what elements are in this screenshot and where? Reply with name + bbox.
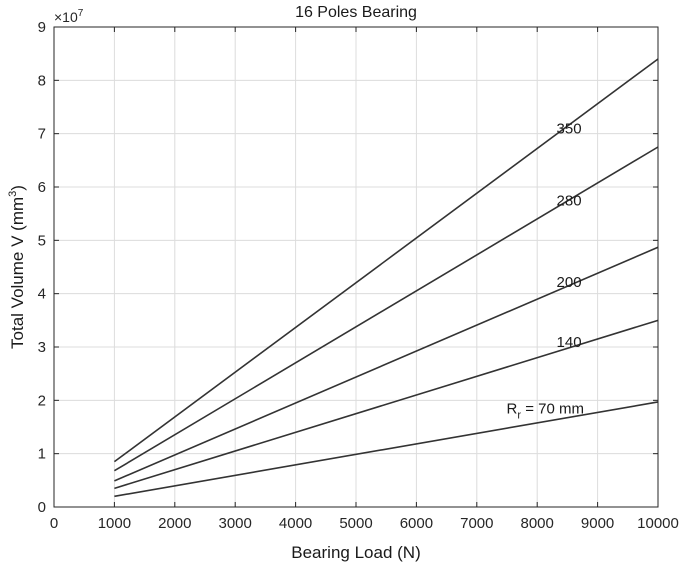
x-tick-label: 10000 (637, 515, 679, 532)
series-label: 140 (557, 334, 582, 351)
series-label-sub: r (517, 409, 521, 421)
y-tick-label: 7 (38, 126, 46, 143)
x-tick-label: 4000 (279, 515, 312, 532)
y-tick-label: 3 (38, 339, 46, 356)
y-tick-label: 9 (38, 19, 46, 36)
x-axis-label: Bearing Load (N) (291, 543, 420, 562)
y-tick-label: 8 (38, 72, 46, 89)
y-tick-labels: 0 1 2 3 4 5 6 7 8 9 (38, 19, 46, 516)
x-tick-label: 6000 (400, 515, 433, 532)
y-tick-label: 6 (38, 179, 46, 196)
y-multiplier-exp: 7 (78, 8, 84, 19)
x-tick-label: 5000 (339, 515, 372, 532)
series-line (114, 319, 659, 490)
series-line (113, 58, 659, 463)
series-labels: 350 280 200 140 Rr = 70 mm (507, 121, 584, 422)
chart-title: 16 Poles Bearing (295, 4, 417, 21)
x-tick-label: 8000 (521, 515, 554, 532)
series-label-main: R (507, 400, 518, 417)
series-line (114, 246, 659, 482)
x-tick-label: 3000 (219, 515, 252, 532)
series-label: 200 (557, 274, 582, 291)
y-axis-label-sup: 3 (7, 191, 19, 197)
series-line (114, 401, 659, 498)
x-tick-label: 9000 (581, 515, 614, 532)
y-tick-label: 4 (38, 286, 46, 303)
y-tick-label: 2 (38, 392, 46, 409)
y-multiplier-base: ×10 (54, 9, 78, 25)
y-axis-label-text: Total Volume V (mm (8, 197, 27, 349)
tick-marks (53, 26, 659, 508)
series-label: 280 (557, 192, 582, 209)
y-tick-label: 0 (38, 499, 46, 516)
x-tick-label: 1000 (98, 515, 131, 532)
y-axis-multiplier: ×107 (54, 8, 84, 25)
x-tick-label: 7000 (460, 515, 493, 532)
series-label: 350 (557, 121, 582, 138)
y-tick-label: 5 (38, 232, 46, 249)
y-axis-label-suffix: ) (8, 185, 27, 191)
series-lines (113, 58, 659, 498)
series-label: Rr = 70 mm (507, 400, 584, 421)
x-tick-label: 2000 (158, 515, 191, 532)
y-tick-label: 1 (38, 446, 46, 463)
x-tick-labels: 0 1000 2000 3000 4000 5000 6000 7000 8000 9000 100… (50, 515, 679, 532)
x-tick-label: 0 (50, 515, 58, 532)
series-line (113, 146, 659, 472)
series-label-rest: = 70 mm (521, 400, 584, 417)
y-axis-label: Total Volume V (mm3) (7, 185, 27, 349)
